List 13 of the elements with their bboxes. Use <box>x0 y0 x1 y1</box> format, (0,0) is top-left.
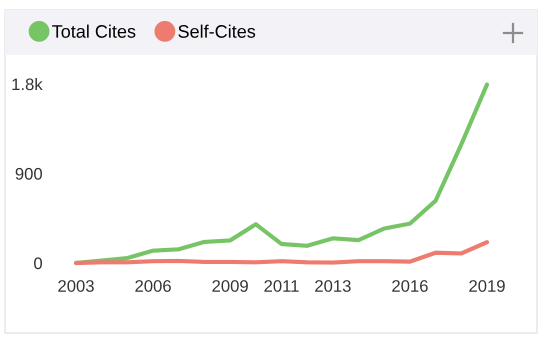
legend-label: Self-Cites <box>178 24 256 38</box>
y-tick-label: 900 <box>16 168 42 180</box>
x-tick-label: 2013 <box>315 280 351 292</box>
x-tick-label: 2006 <box>135 280 171 292</box>
y-tick-label: 1.8k <box>12 78 43 90</box>
x-tick-label: 2019 <box>469 280 505 292</box>
y-tick-label: 0 <box>34 257 42 270</box>
x-tick-label: 2003 <box>58 280 94 292</box>
x-tick-label: 2011 <box>264 280 299 292</box>
x-tick-label: 2016 <box>392 280 428 292</box>
x-tick-label: 2009 <box>212 280 248 292</box>
line-series <box>74 240 490 266</box>
legend-label: Total Cites <box>52 24 136 38</box>
